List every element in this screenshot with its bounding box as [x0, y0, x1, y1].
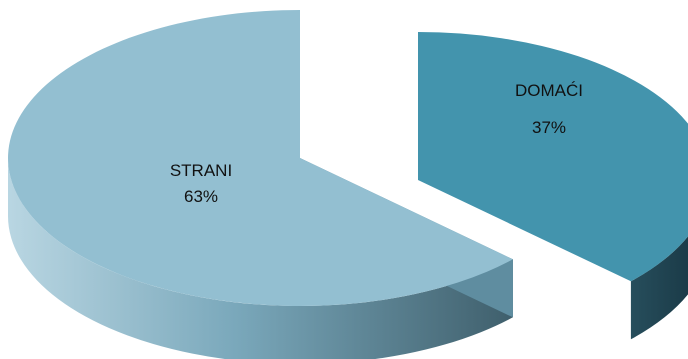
- slice-label-domaci: DOMAĆI: [515, 81, 583, 100]
- slice-value-strani: 63%: [184, 187, 218, 206]
- slice-domaci-side: [630, 236, 688, 340]
- slice-strani-side: [8, 158, 513, 359]
- slice-strani-top: [8, 10, 513, 306]
- slice-value-domaci: 37%: [532, 118, 566, 137]
- slice-label-strani: STRANI: [170, 161, 232, 180]
- slice-domaci-top: [418, 32, 688, 282]
- slice-domaci: DOMAĆI 37%: [418, 32, 688, 340]
- slice-strani: STRANI 63%: [8, 10, 513, 359]
